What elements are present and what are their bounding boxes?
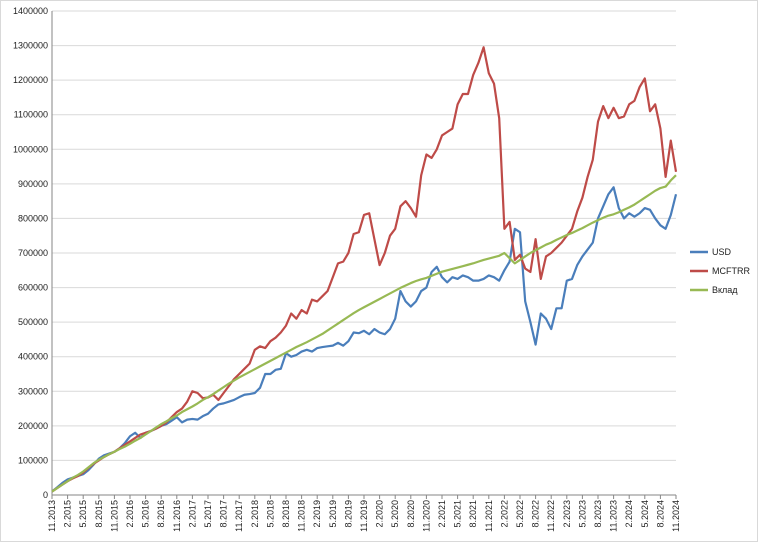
y-tick-label: 1400000 [13,6,48,16]
x-tick-label: 11.2013 [47,500,57,532]
x-tick-label: 5.2016 [141,500,151,528]
y-tick-label: 900000 [18,179,48,189]
x-tick-label: 5.2024 [640,500,650,528]
x-tick-label: 2.2015 [63,500,73,528]
y-tick-label: 100000 [18,455,48,465]
x-tick-label: 2.2024 [624,500,634,528]
x-tick-label: 5.2021 [453,500,463,528]
y-tick-label: 500000 [18,317,48,327]
x-tick-label: 8.2023 [593,500,603,528]
x-tick-label: 11.2018 [297,500,307,532]
y-tick-label: 800000 [18,213,48,223]
legend-label: Вклад [712,285,738,295]
x-tick-label: 2.2022 [499,500,509,528]
x-tick-label: 8.2024 [655,500,665,528]
y-tick-label: 0 [43,490,48,500]
x-tick-label: 11.2024 [671,500,681,532]
x-tick-label: 11.2017 [234,500,244,532]
y-tick-label: 300000 [18,386,48,396]
y-tick-label: 600000 [18,283,48,293]
x-tick-label: 8.2022 [531,500,541,528]
x-tick-label: 5.2020 [390,500,400,528]
line-series [51,174,677,493]
x-tick-label: 8.2019 [343,500,353,528]
x-tick-label: 2.2021 [437,500,447,528]
x-tick-label: 11.2022 [546,500,556,532]
x-tick-label: 5.2022 [515,500,525,528]
y-tick-label: 200000 [18,421,48,431]
x-tick-label: 11.2021 [484,500,494,532]
x-tick-label: 2.2016 [125,500,135,528]
x-tick-label: 2.2023 [562,500,572,528]
y-tick-label: 1100000 [14,110,48,120]
legend-label: MCFTRR [712,266,750,276]
x-tick-label: 8.2016 [156,500,166,528]
x-tick-label: 8.2020 [406,500,416,528]
x-tick-label: 5.2018 [265,500,275,528]
x-tick-label: 5.2019 [328,500,338,528]
x-tick-label: 11.2020 [421,500,431,532]
x-tick-label: 11.2023 [609,500,619,532]
y-tick-label: 700000 [18,248,48,258]
x-tick-label: 5.2017 [203,500,213,528]
x-tick-label: 2.2017 [187,500,197,528]
x-tick-label: 8.2021 [468,500,478,528]
y-tick-label: 400000 [18,352,48,362]
y-tick-label: 1200000 [13,75,48,85]
x-tick-label: 8.2015 [94,500,104,528]
x-tick-label: 8.2017 [219,500,229,528]
x-tick-label: 2.2019 [312,500,322,528]
legend-label: USD [712,247,732,257]
x-tick-label: 2.2020 [375,500,385,528]
x-tick-label: 11.2015 [109,500,119,532]
x-tick-label: 5.2015 [78,500,88,528]
x-tick-label: 11.2016 [172,500,182,532]
x-tick-label: 5.2023 [577,500,587,528]
x-tick-label: 8.2018 [281,500,291,528]
y-tick-label: 1300000 [13,41,48,51]
x-tick-label: 2.2018 [250,500,260,528]
x-tick-label: 11.2019 [359,500,369,532]
y-tick-label: 1000000 [13,144,48,154]
